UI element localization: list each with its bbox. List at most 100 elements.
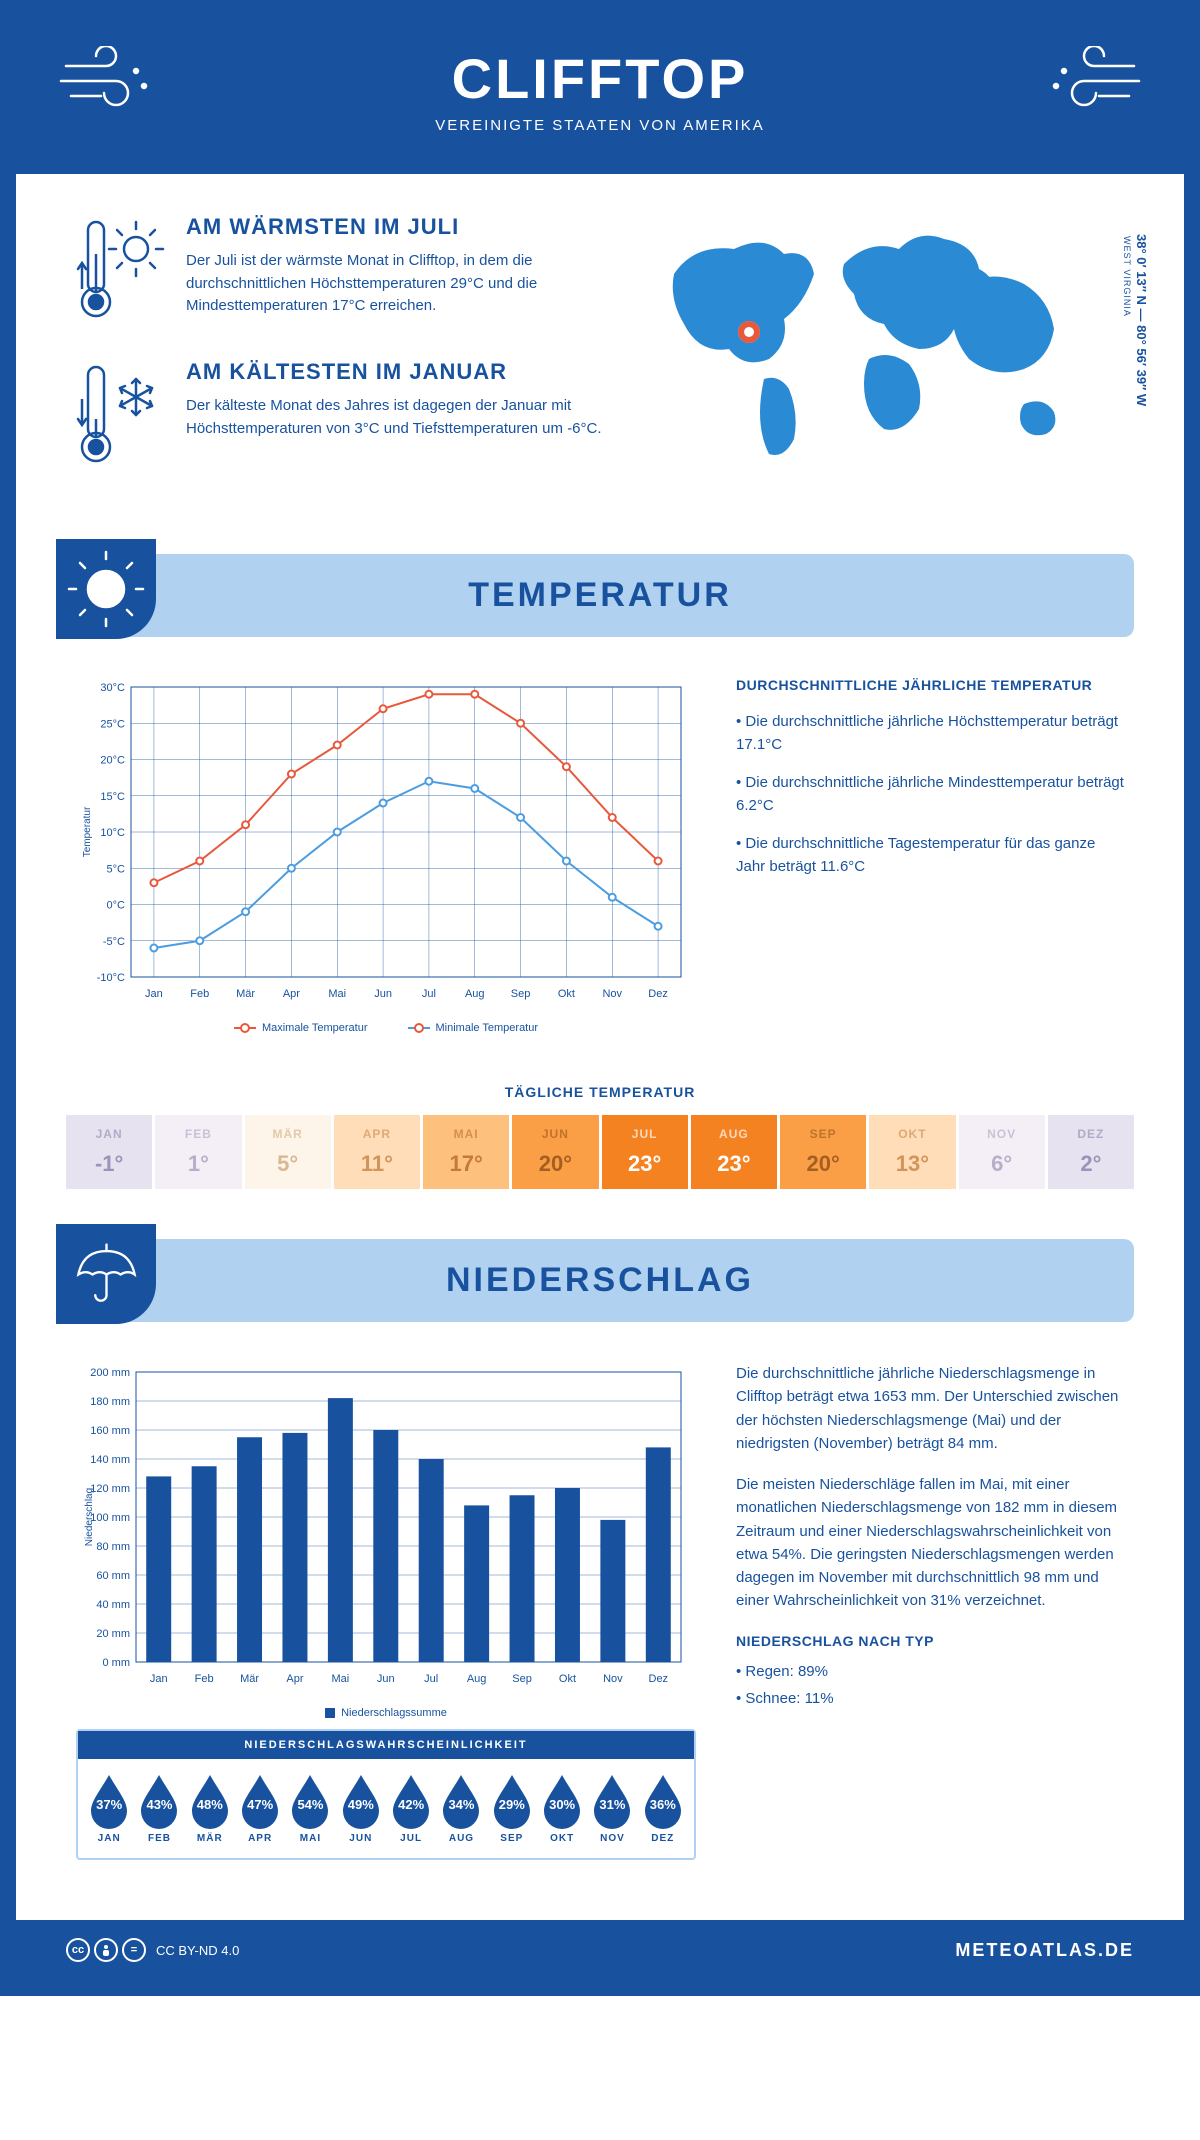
drop-icon: 47% bbox=[237, 1773, 283, 1829]
svg-text:160 mm: 160 mm bbox=[90, 1425, 130, 1437]
drop-icon: 29% bbox=[489, 1773, 535, 1829]
drop-icon: 42% bbox=[388, 1773, 434, 1829]
precip-legend-label: Niederschlagssumme bbox=[341, 1707, 447, 1719]
svg-text:Nov: Nov bbox=[602, 988, 622, 1000]
daily-temperature-table: JAN-1° FEB1° MÄR5° APR11° MAI17° JUN20° … bbox=[66, 1115, 1134, 1189]
probability-cell: 30% OKT bbox=[539, 1773, 585, 1844]
facts-title: DURCHSCHNITTLICHE JÄHRLICHE TEMPERATUR bbox=[736, 677, 1124, 693]
svg-text:Mai: Mai bbox=[328, 988, 346, 1000]
svg-text:-5°C: -5°C bbox=[103, 936, 125, 948]
svg-text:0 mm: 0 mm bbox=[103, 1657, 131, 1669]
daily-cell: AUG23° bbox=[691, 1115, 777, 1189]
probability-cell: 43% FEB bbox=[136, 1773, 182, 1844]
daily-cell: OKT13° bbox=[869, 1115, 955, 1189]
svg-text:180 mm: 180 mm bbox=[90, 1396, 130, 1408]
cc-icon: cc bbox=[66, 1938, 90, 1962]
daily-cell: DEZ2° bbox=[1048, 1115, 1134, 1189]
svg-text:Jun: Jun bbox=[374, 988, 392, 1000]
thermometer-sun-icon bbox=[76, 214, 166, 329]
drop-icon: 34% bbox=[438, 1773, 484, 1829]
svg-text:Jan: Jan bbox=[145, 988, 163, 1000]
precip-type-rain: • Regen: 89% bbox=[736, 1660, 1124, 1683]
svg-text:30°C: 30°C bbox=[100, 682, 125, 694]
svg-text:200 mm: 200 mm bbox=[90, 1367, 130, 1379]
precipitation-heading: NIEDERSCHLAG bbox=[66, 1261, 1134, 1300]
drop-icon: 36% bbox=[640, 1773, 686, 1829]
coldest-title: AM KÄLTESTEN IM JANUAR bbox=[186, 359, 604, 385]
svg-text:Apr: Apr bbox=[286, 1673, 303, 1685]
drop-icon: 49% bbox=[338, 1773, 384, 1829]
svg-text:20 mm: 20 mm bbox=[96, 1628, 130, 1640]
probability-cell: 34% AUG bbox=[438, 1773, 484, 1844]
probability-cell: 54% MAI bbox=[287, 1773, 333, 1844]
svg-text:25°C: 25°C bbox=[100, 718, 125, 730]
fact-2: • Die durchschnittliche jährliche Mindes… bbox=[736, 772, 1124, 817]
thermometer-snow-icon bbox=[76, 359, 166, 474]
daily-cell: SEP20° bbox=[780, 1115, 866, 1189]
probability-cell: 31% NOV bbox=[589, 1773, 635, 1844]
daily-temperature-title: TÄGLICHE TEMPERATUR bbox=[16, 1084, 1184, 1100]
svg-text:Jun: Jun bbox=[377, 1673, 395, 1685]
probability-cell: 48% MÄR bbox=[187, 1773, 233, 1844]
precipitation-legend: Niederschlagssumme bbox=[76, 1707, 696, 1719]
probability-cell: 37% JAN bbox=[86, 1773, 132, 1844]
precipitation-section: 0 mm20 mm40 mm60 mm80 mm100 mm120 mm140 … bbox=[16, 1322, 1184, 1880]
coordinates: 38° 0′ 13″ N — 80° 56′ 39″ W bbox=[1134, 234, 1149, 406]
precip-type-snow: • Schnee: 11% bbox=[736, 1687, 1124, 1710]
svg-text:60 mm: 60 mm bbox=[96, 1570, 130, 1582]
svg-text:Mär: Mär bbox=[240, 1673, 259, 1685]
sun-icon bbox=[56, 539, 156, 639]
svg-text:Aug: Aug bbox=[467, 1673, 487, 1685]
svg-text:5°C: 5°C bbox=[107, 863, 126, 875]
temperature-facts: DURCHSCHNITTLICHE JÄHRLICHE TEMPERATUR •… bbox=[736, 677, 1124, 1034]
svg-text:Okt: Okt bbox=[558, 988, 575, 1000]
svg-text:100 mm: 100 mm bbox=[90, 1512, 130, 1524]
intro-section: AM WÄRMSTEN IM JULI Der Juli ist der wär… bbox=[16, 174, 1184, 534]
svg-text:0°C: 0°C bbox=[107, 900, 126, 912]
umbrella-icon bbox=[56, 1224, 156, 1324]
intro-text-column: AM WÄRMSTEN IM JULI Der Juli ist der wär… bbox=[76, 214, 604, 504]
svg-text:Nov: Nov bbox=[603, 1673, 623, 1685]
world-map-icon bbox=[644, 214, 1104, 474]
brand-name: METEOATLAS.DE bbox=[955, 1940, 1134, 1961]
license-block: cc = CC BY-ND 4.0 bbox=[66, 1938, 239, 1962]
precipitation-banner: NIEDERSCHLAG bbox=[66, 1239, 1134, 1322]
legend-max-label: Maximale Temperatur bbox=[262, 1022, 368, 1034]
probability-cell: 49% JUN bbox=[338, 1773, 384, 1844]
map-column: WEST VIRGINIA 38° 0′ 13″ N — 80° 56′ 39″… bbox=[644, 214, 1124, 504]
temperature-chart: -10°C-5°C0°C5°C10°C15°C20°C25°C30°CJanFe… bbox=[76, 677, 696, 1034]
by-icon bbox=[94, 1938, 118, 1962]
svg-text:Dez: Dez bbox=[648, 988, 668, 1000]
svg-text:Feb: Feb bbox=[195, 1673, 214, 1685]
svg-text:Feb: Feb bbox=[190, 988, 209, 1000]
legend-min-label: Minimale Temperatur bbox=[436, 1022, 539, 1034]
location-title: CLIFFTOP bbox=[56, 46, 1144, 111]
probability-cell: 36% DEZ bbox=[640, 1773, 686, 1844]
drop-icon: 30% bbox=[539, 1773, 585, 1829]
precip-type-title: NIEDERSCHLAG NACH TYP bbox=[736, 1631, 1124, 1653]
precipitation-text: Die durchschnittliche jährliche Niedersc… bbox=[736, 1362, 1124, 1860]
coldest-body: Der kälteste Monat des Jahres ist dagege… bbox=[186, 395, 604, 440]
drop-icon: 31% bbox=[589, 1773, 635, 1829]
daily-cell: MÄR5° bbox=[245, 1115, 331, 1189]
daily-cell: JUN20° bbox=[512, 1115, 598, 1189]
svg-text:40 mm: 40 mm bbox=[96, 1599, 130, 1611]
license-text: CC BY-ND 4.0 bbox=[156, 1943, 239, 1958]
precip-para-1: Die durchschnittliche jährliche Niedersc… bbox=[736, 1362, 1124, 1455]
probability-cell: 42% JUL bbox=[388, 1773, 434, 1844]
svg-text:80 mm: 80 mm bbox=[96, 1541, 130, 1553]
svg-text:Sep: Sep bbox=[511, 988, 531, 1000]
svg-text:Sep: Sep bbox=[512, 1673, 532, 1685]
fact-1: • Die durchschnittliche jährliche Höchst… bbox=[736, 711, 1124, 756]
probability-cell: 29% SEP bbox=[489, 1773, 535, 1844]
fact-3: • Die durchschnittliche Tagestemperatur … bbox=[736, 833, 1124, 878]
warmest-block: AM WÄRMSTEN IM JULI Der Juli ist der wär… bbox=[76, 214, 604, 329]
drop-icon: 48% bbox=[187, 1773, 233, 1829]
infographic-page: CLIFFTOP VEREINIGTE STAATEN VON AMERIKA … bbox=[0, 0, 1200, 1996]
daily-cell: APR11° bbox=[334, 1115, 420, 1189]
drop-icon: 37% bbox=[86, 1773, 132, 1829]
nd-icon: = bbox=[122, 1938, 146, 1962]
svg-text:Aug: Aug bbox=[465, 988, 485, 1000]
precipitation-left-column: 0 mm20 mm40 mm60 mm80 mm100 mm120 mm140 … bbox=[76, 1362, 696, 1860]
wind-icon bbox=[56, 46, 156, 121]
